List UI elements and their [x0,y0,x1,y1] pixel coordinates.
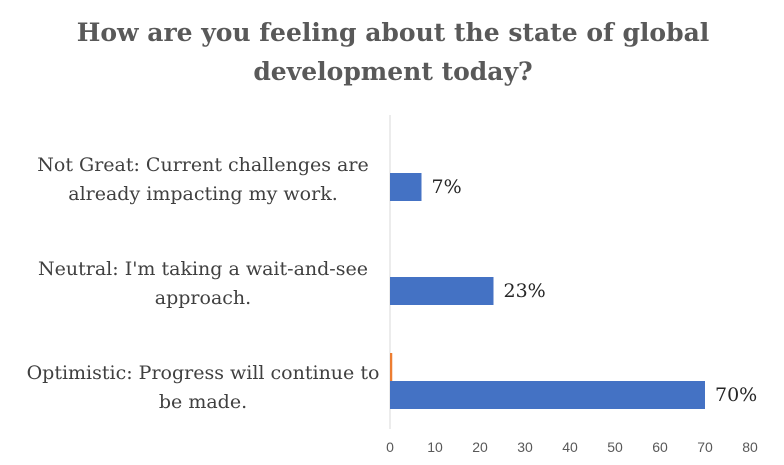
x-tick-label-0: 0 [386,439,394,455]
category-label-1-line-2: already impacting my work. [68,183,338,205]
category-label-2-line-2: approach. [155,287,251,309]
x-tick-label-20: 20 [472,439,488,455]
bar-1 [390,173,422,201]
chart-title-line-1: How are you feeling about the state of g… [77,18,710,47]
x-tick-label-10: 10 [427,439,443,455]
data-label-3: 70% [715,384,757,406]
bar-3 [390,381,705,409]
x-tick-label-50: 50 [607,439,623,455]
bar-secondary-3 [390,353,393,381]
category-label-2-line-1: Neutral: I'm taking a wait-and-see [38,258,368,280]
x-tick-label-80: 80 [742,439,758,455]
x-tick-label-60: 60 [652,439,668,455]
x-tick-label-70: 70 [697,439,713,455]
data-label-2: 23% [504,280,546,302]
category-label-1-line-1: Not Great: Current challenges are [37,154,368,176]
data-label-1: 7% [432,176,462,198]
chart-title-line-2: development today? [253,57,532,86]
category-label-3-line-1: Optimistic: Progress will continue to [27,362,380,384]
category-label-3-line-2: be made. [159,391,247,413]
x-tick-label-30: 30 [517,439,533,455]
x-tick-label-40: 40 [562,439,578,455]
plot-area: Not Great: Current challenges are already… [27,115,758,455]
chart-title: How are you feeling about the state of g… [77,18,710,86]
bar-2 [390,277,494,305]
